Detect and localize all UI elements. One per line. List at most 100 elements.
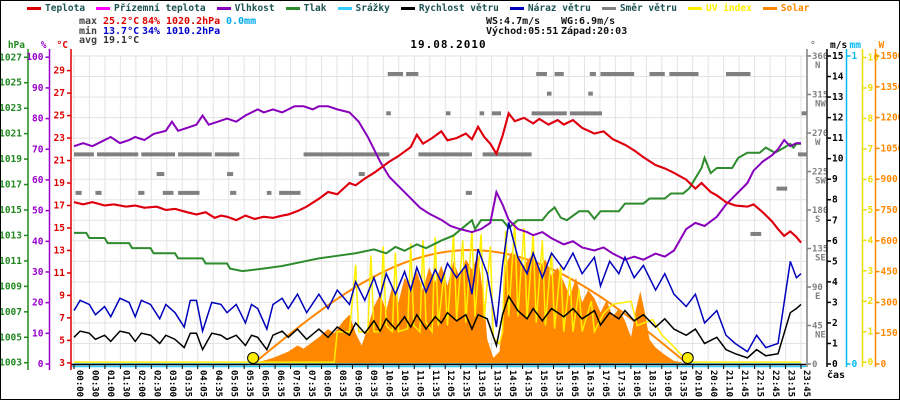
svg-text:20:40: 20:40 — [708, 370, 718, 397]
legend-label: Solar — [780, 3, 810, 14]
svg-text:0: 0 — [852, 359, 858, 370]
svg-text:1: 1 — [832, 338, 838, 349]
svg-text:10:05: 10:05 — [383, 370, 393, 397]
svg-text:16:05: 16:05 — [569, 370, 579, 397]
svg-text:1: 1 — [852, 51, 858, 62]
svg-text:18:05: 18:05 — [631, 370, 641, 397]
svg-text:6: 6 — [868, 174, 874, 185]
svg-text:7: 7 — [832, 215, 838, 226]
svg-text:600: 600 — [881, 236, 898, 247]
svg-text:27: 27 — [54, 88, 65, 99]
svg-text:9: 9 — [59, 290, 65, 301]
svg-text:04:35: 04:35 — [213, 370, 223, 397]
legend-item: Vlhkost — [216, 3, 275, 14]
svg-text:1009: 1009 — [1, 281, 22, 292]
svg-text:NE: NE — [815, 331, 826, 341]
svg-text:17:35: 17:35 — [615, 370, 625, 397]
svg-text:08:05: 08:05 — [321, 370, 331, 397]
svg-text:15:35: 15:35 — [554, 370, 564, 397]
legend-swatch — [509, 7, 524, 10]
stats-block: max 25.2°C 84% 1020.2hPa 0.0mm min 13.7°C 34% 1… — [79, 17, 256, 46]
svg-text:13:05: 13:05 — [476, 370, 486, 397]
svg-text:19:35: 19:35 — [677, 370, 687, 397]
svg-text:18:35: 18:35 — [646, 370, 656, 397]
svg-text:05:05: 05:05 — [229, 370, 239, 397]
svg-text:22:15: 22:15 — [755, 370, 765, 397]
svg-text:60: 60 — [32, 175, 44, 186]
svg-text:10: 10 — [832, 154, 844, 165]
svg-text:150: 150 — [881, 328, 898, 339]
svg-text:1013: 1013 — [1, 230, 22, 241]
svg-text:m/s: m/s — [830, 40, 847, 51]
svg-text:7: 7 — [59, 313, 65, 324]
svg-text:1011: 1011 — [1, 256, 22, 267]
svg-text:315: 315 — [812, 91, 828, 101]
svg-text:2: 2 — [832, 318, 838, 329]
svg-text:900: 900 — [881, 174, 898, 185]
svg-text:06:35: 06:35 — [275, 370, 285, 397]
svg-text:20:10: 20:10 — [693, 370, 703, 397]
svg-text:1200: 1200 — [881, 113, 900, 124]
legend-swatch — [285, 7, 300, 10]
avg-label: avg — [79, 35, 98, 46]
svg-text:13: 13 — [832, 92, 844, 103]
min-pressure: 1010.2hPa — [166, 25, 221, 37]
svg-text:21:45: 21:45 — [739, 370, 749, 397]
svg-text:15:05: 15:05 — [538, 370, 548, 397]
svg-text:225: 225 — [812, 168, 828, 178]
max-humidity: 84% — [142, 16, 161, 27]
svg-text:1050: 1050 — [881, 143, 900, 154]
svg-text:21: 21 — [54, 156, 66, 167]
svg-text:12:35: 12:35 — [461, 370, 471, 397]
svg-text:25: 25 — [54, 111, 66, 122]
svg-text:13: 13 — [54, 245, 66, 256]
svg-text:40: 40 — [32, 236, 44, 247]
svg-text:11: 11 — [832, 133, 844, 144]
svg-text:300: 300 — [881, 297, 898, 308]
avg-temp: 19.1°C — [103, 35, 140, 46]
legend-item: Rychlost větru — [400, 3, 499, 14]
svg-text:8: 8 — [832, 195, 838, 206]
legend-label: Náraz větru — [527, 3, 591, 14]
svg-text:01:00: 01:00 — [105, 370, 115, 397]
legend-swatch — [601, 7, 616, 10]
svg-text:17: 17 — [54, 201, 65, 212]
legend-item: Přízemní teplota — [96, 3, 206, 14]
svg-text:11:05: 11:05 — [414, 370, 424, 397]
svg-text:50: 50 — [32, 206, 44, 217]
svg-text:08:35: 08:35 — [337, 370, 347, 397]
svg-text:03:35: 03:35 — [182, 370, 192, 397]
svg-text:02:30: 02:30 — [151, 370, 161, 397]
legend-label: Teplota — [45, 3, 86, 14]
svg-text:1023: 1023 — [1, 103, 22, 114]
svg-text:23:15: 23:15 — [786, 370, 796, 397]
svg-text:19: 19 — [54, 178, 66, 189]
svg-text:3: 3 — [868, 266, 874, 277]
svg-text:02:00: 02:00 — [136, 370, 146, 397]
legend-item: Tlak — [285, 3, 327, 14]
legend-label: Srážky — [355, 3, 390, 14]
svg-text:%: % — [41, 40, 47, 51]
svg-text:70: 70 — [32, 144, 44, 155]
svg-text:5: 5 — [59, 335, 65, 346]
svg-text:W: W — [879, 40, 885, 51]
svg-text:135: 135 — [812, 245, 828, 255]
svg-text:14: 14 — [832, 72, 844, 83]
svg-text:03:00: 03:00 — [167, 370, 177, 397]
svg-text:6: 6 — [832, 236, 838, 247]
svg-text:07:35: 07:35 — [306, 370, 316, 397]
legend-label: Přízemní teplota — [114, 3, 206, 14]
svg-text:20: 20 — [32, 298, 44, 309]
svg-text:11:35: 11:35 — [430, 370, 440, 397]
legend-item: Solar — [762, 3, 810, 14]
svg-text:1015: 1015 — [1, 205, 22, 216]
svg-text:1: 1 — [868, 327, 874, 338]
svg-text:12:05: 12:05 — [445, 370, 455, 397]
min-temp: 13.7°C — [103, 25, 140, 37]
legend-label: UV index — [706, 3, 752, 14]
svg-text:15: 15 — [832, 51, 844, 62]
svg-text:14:05: 14:05 — [507, 370, 517, 397]
svg-text:9: 9 — [832, 174, 838, 185]
svg-text:1017: 1017 — [1, 180, 22, 191]
